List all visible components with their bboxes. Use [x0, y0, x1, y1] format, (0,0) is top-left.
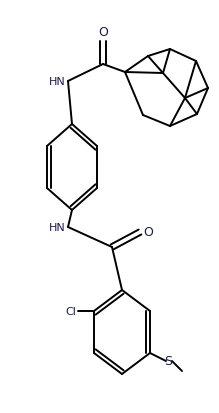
- Text: O: O: [98, 26, 108, 39]
- Text: S: S: [164, 355, 172, 368]
- Text: O: O: [143, 226, 153, 239]
- Text: HN: HN: [49, 77, 66, 87]
- Text: Cl: Cl: [65, 306, 76, 316]
- Text: HN: HN: [49, 223, 66, 233]
